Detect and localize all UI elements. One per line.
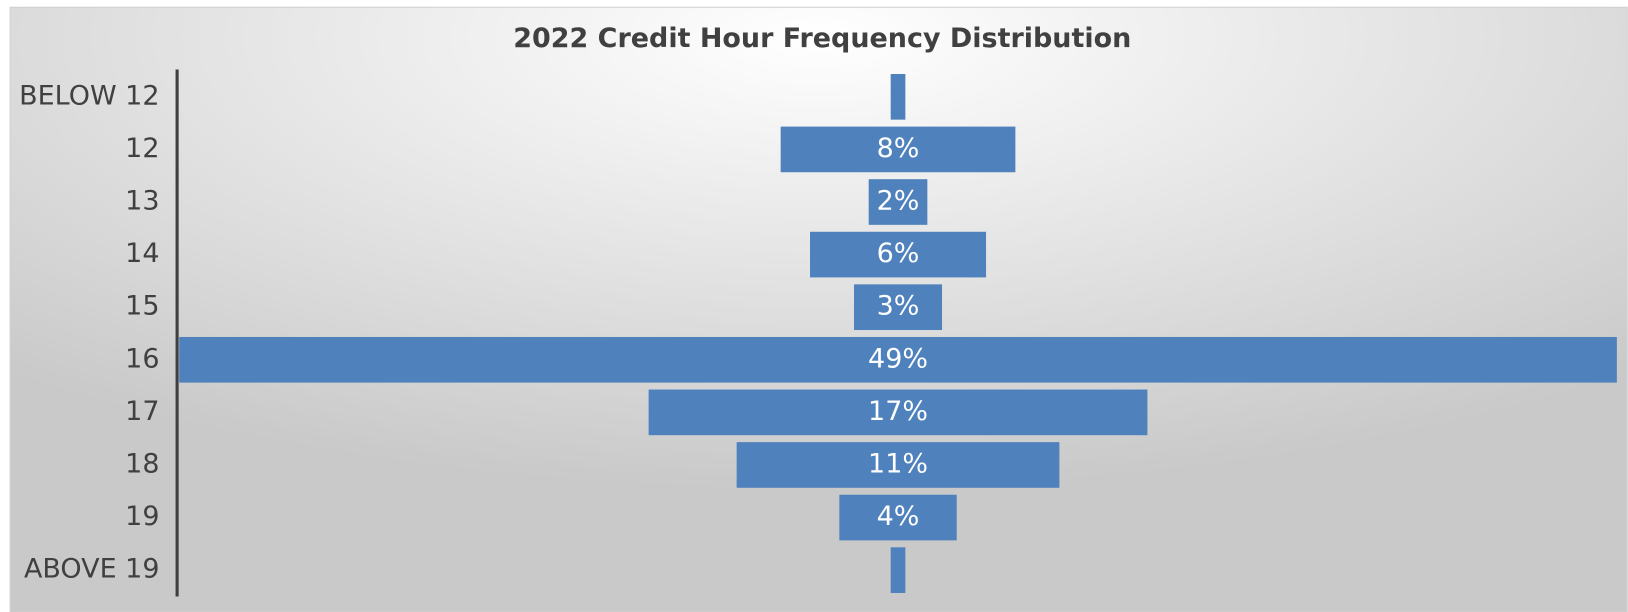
chart-title: 2022 Credit Hour Frequency Distribution [513,23,1131,54]
data-label: 17% [868,396,928,427]
bar [179,336,1617,383]
bar [736,442,1060,488]
category-label: 15 [125,291,159,322]
data-label: 49% [868,343,928,374]
category-label: 16 [125,343,159,374]
category-label: 17 [125,396,159,427]
data-label: 6% [877,238,920,269]
bar [868,179,928,225]
category-label: 18 [125,448,159,479]
bar [780,126,1016,173]
chart-background [9,6,1628,612]
bar [809,231,987,278]
data-label: 4% [877,501,920,532]
bar [890,74,906,120]
bar [839,494,957,541]
bar [854,284,943,331]
category-label: BELOW 12 [19,80,159,111]
data-label: 8% [877,133,920,164]
category-label: 13 [125,186,159,217]
bar [648,389,1148,436]
bar [890,547,906,593]
data-label: 3% [877,291,920,322]
category-label: 12 [125,133,159,164]
category-label: 14 [125,238,159,269]
category-label: 19 [125,501,159,532]
data-label: 2% [877,186,920,217]
category-label: ABOVE 19 [24,554,160,585]
data-label: 11% [868,448,928,479]
